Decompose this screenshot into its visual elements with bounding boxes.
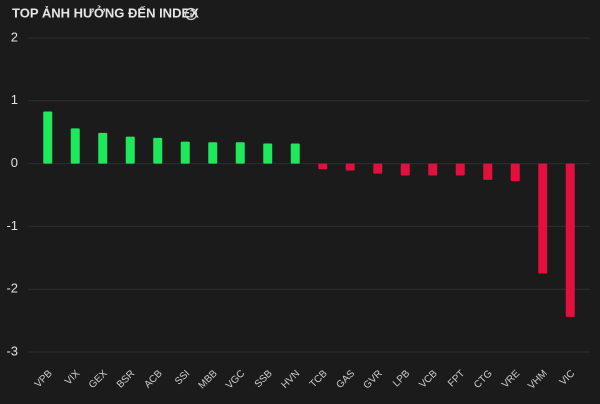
bar [43, 111, 53, 164]
bar [565, 163, 575, 317]
bar [510, 163, 520, 182]
bar [180, 141, 190, 164]
bar [235, 142, 245, 164]
x-tick-label: SSB [253, 368, 275, 390]
x-tick-label: LPB [391, 368, 412, 389]
bar [373, 163, 383, 174]
x-tick-label: HVN [280, 368, 303, 391]
bar [208, 142, 218, 164]
x-tick-label: VRE [500, 368, 523, 391]
bar [538, 163, 548, 274]
x-tick-label: VPB [33, 368, 55, 390]
bar [153, 137, 163, 164]
y-tick-label: 0 [11, 155, 18, 170]
x-tick-label: VIC [558, 368, 578, 388]
bar [483, 163, 493, 180]
bar [400, 163, 410, 176]
bar [345, 163, 355, 171]
bar [263, 143, 273, 164]
bar [98, 132, 108, 164]
x-tick-label: GVR [362, 368, 385, 391]
y-tick-label: -3 [6, 343, 18, 358]
info-icon[interactable] [184, 7, 198, 21]
bar [455, 163, 465, 176]
y-tick-label: -1 [6, 218, 18, 233]
x-tick-label: VCB [417, 368, 440, 391]
chart-title: TOP ẢNH HƯỞNG ĐẾN INDEX [12, 5, 199, 20]
y-tick-label: -2 [6, 281, 18, 296]
x-tick-label: MBB [197, 368, 220, 391]
x-tick-label: GEX [87, 368, 110, 391]
x-tick-label: GAS [335, 368, 358, 391]
bar [318, 163, 328, 170]
x-tick-label: VIX [63, 368, 82, 387]
x-tick-label: SSI [173, 368, 192, 387]
x-tick-label: VHM [526, 368, 550, 392]
y-tick-label: 1 [11, 92, 18, 107]
bar [428, 163, 438, 176]
x-tick-label: BSR [115, 368, 137, 390]
x-tick-label: VGC [224, 368, 247, 391]
x-tick-label: CTG [472, 368, 495, 391]
x-tick-label: TCB [308, 368, 330, 390]
x-tick-label: ACB [142, 368, 165, 391]
bar [70, 128, 80, 164]
x-tick-label: FPT [446, 368, 467, 389]
bar [290, 143, 300, 164]
y-tick-label: 2 [11, 29, 18, 44]
bar [125, 136, 135, 164]
